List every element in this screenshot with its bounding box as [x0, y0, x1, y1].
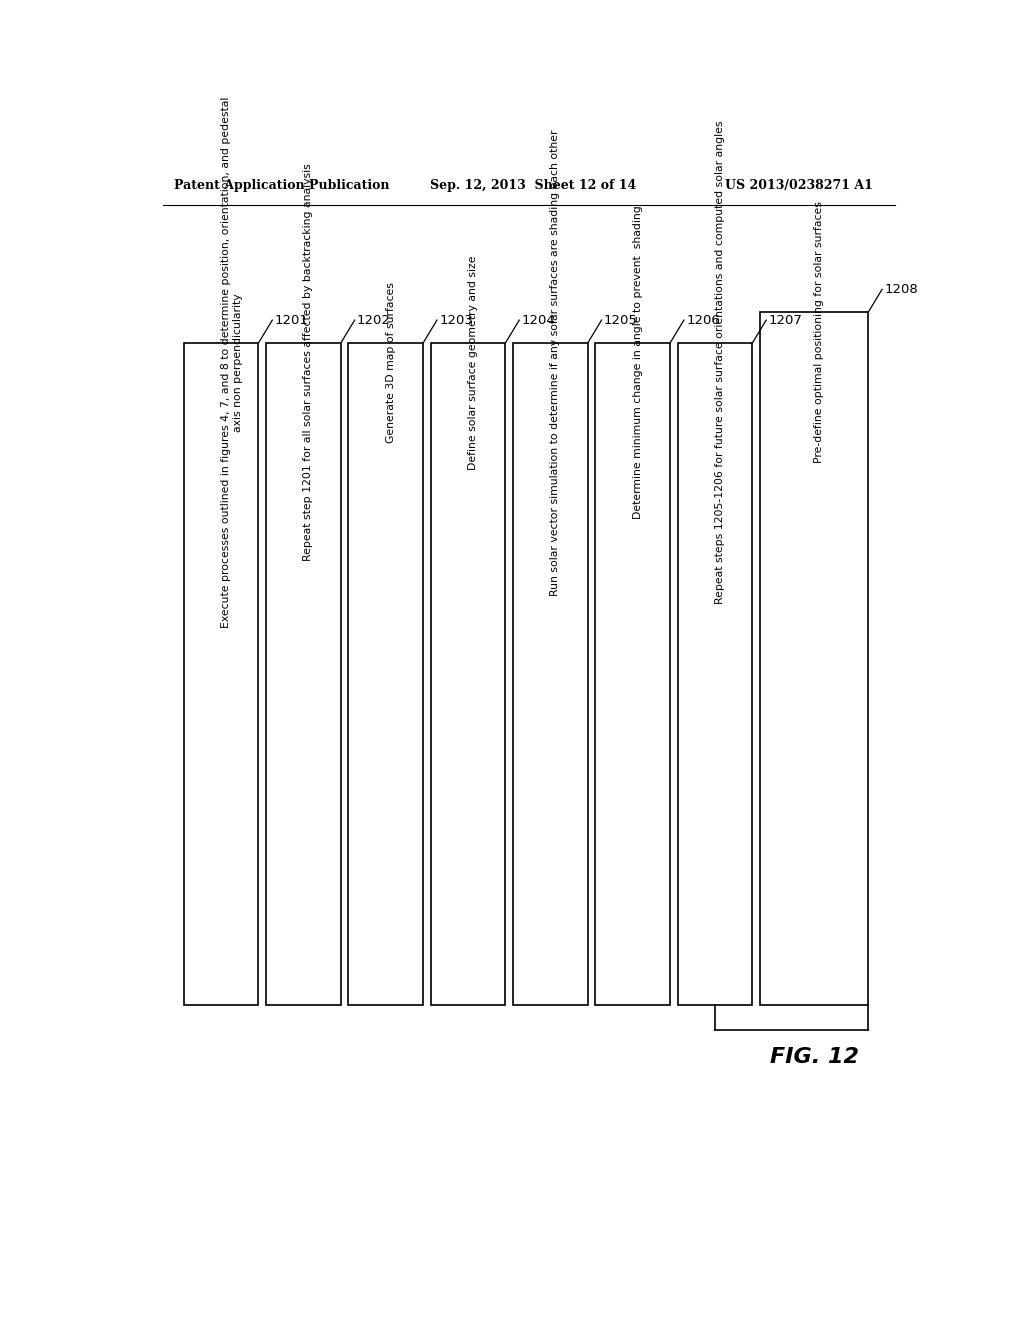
- Text: 1206: 1206: [686, 314, 720, 326]
- Text: Execute processes outlined in figures 4, 7, and 8 to determine position, orienta: Execute processes outlined in figures 4,…: [221, 96, 243, 628]
- Text: 1202: 1202: [357, 314, 391, 326]
- Text: Generate 3D map of surfaces: Generate 3D map of surfaces: [386, 282, 395, 444]
- Bar: [266, 343, 341, 1006]
- Text: Determine minimum change in angle to prevent  shading: Determine minimum change in angle to pre…: [633, 206, 643, 519]
- Bar: [678, 343, 753, 1006]
- Text: Pre-define optimal positioning for solar surfaces: Pre-define optimal positioning for solar…: [814, 201, 824, 462]
- Text: FIG. 12: FIG. 12: [770, 1047, 858, 1067]
- Bar: [760, 313, 868, 1006]
- Text: US 2013/0238271 A1: US 2013/0238271 A1: [725, 178, 872, 191]
- Text: Patent Application Publication: Patent Application Publication: [174, 178, 390, 191]
- Text: Define solar surface geometry and size: Define solar surface geometry and size: [468, 255, 478, 470]
- Bar: [183, 343, 258, 1006]
- Text: Sep. 12, 2013  Sheet 12 of 14: Sep. 12, 2013 Sheet 12 of 14: [430, 178, 637, 191]
- Text: 1208: 1208: [885, 282, 919, 296]
- Text: 1205: 1205: [604, 314, 638, 326]
- Text: 1201: 1201: [274, 314, 308, 326]
- Text: 1203: 1203: [439, 314, 473, 326]
- Bar: [595, 343, 670, 1006]
- Bar: [513, 343, 588, 1006]
- Text: Repeat step 1201 for all solar surfaces affected by backtracking analysis: Repeat step 1201 for all solar surfaces …: [303, 164, 313, 561]
- Text: 1207: 1207: [769, 314, 803, 326]
- Text: 1204: 1204: [521, 314, 555, 326]
- Bar: [431, 343, 505, 1006]
- Bar: [348, 343, 423, 1006]
- Text: Repeat steps 1205-1206 for future solar surface orientations and computed solar : Repeat steps 1205-1206 for future solar …: [715, 120, 725, 605]
- Text: Run solar vector simulation to determine if any solar surfaces are shading each : Run solar vector simulation to determine…: [550, 129, 560, 595]
